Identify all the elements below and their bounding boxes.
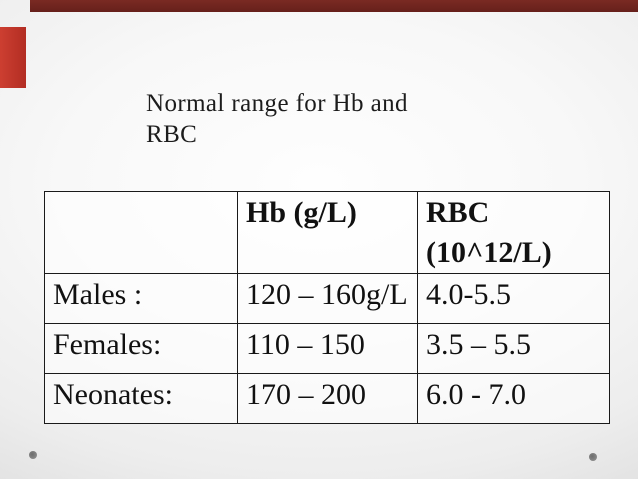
bullet-dot-right: [589, 453, 597, 461]
header-rbc-line1: RBC: [426, 196, 490, 229]
left-red-tab: [0, 27, 26, 88]
cell-neonates-rbc: 6.0 - 7.0: [417, 373, 610, 424]
top-red-bar: [30, 0, 638, 12]
cell-males-hb: 120 – 160g/L: [237, 273, 418, 324]
slide-title-line1: Normal range for Hb and: [146, 90, 408, 117]
cell-females-hb: 110 – 150: [237, 323, 418, 374]
header-cell-rbc: RBC (10^12/L): [417, 191, 610, 274]
cell-males-rbc: 4.0-5.5: [417, 273, 610, 324]
cell-neonates-hb: 170 – 200: [237, 373, 418, 424]
table-row-females: Females: 110 – 150 3.5 – 5.5: [44, 323, 610, 374]
cell-males-label: Males :: [44, 273, 238, 324]
slide-title-line2: RBC: [146, 121, 198, 148]
table-row-neonates: Neonates: 170 – 200 6.0 - 7.0: [44, 373, 610, 424]
header-cell-empty: [44, 191, 238, 274]
header-cell-hb: Hb (g/L): [237, 191, 418, 274]
cell-females-label: Females:: [44, 323, 238, 374]
table-row-males: Males : 120 – 160g/L 4.0-5.5: [44, 273, 610, 324]
bullet-dot-left: [29, 451, 37, 459]
cell-neonates-label: Neonates:: [44, 373, 238, 424]
slide-title: Normal range for Hb and RBC: [146, 88, 408, 150]
normal-range-table: Hb (g/L) RBC (10^12/L) Males : 120 – 160…: [44, 191, 610, 424]
cell-females-rbc: 3.5 – 5.5: [417, 323, 610, 374]
table-header-row: Hb (g/L) RBC (10^12/L): [44, 191, 610, 274]
header-rbc-line2: (10^12/L): [426, 236, 552, 269]
